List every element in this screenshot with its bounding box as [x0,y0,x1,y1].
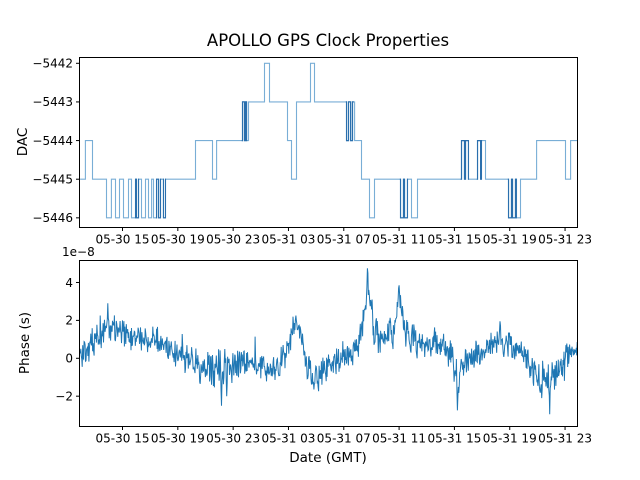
x-tick-label: 05-31 19 [483,233,537,247]
y-tick-label: 0 [65,352,73,366]
x-tick-label: 05-31 11 [372,233,426,247]
x-tick-label: 05-31 03 [261,233,315,247]
y-tick-label: −2 [55,389,73,403]
y-tick-label: −5445 [32,173,73,187]
x-tick-label: 05-31 15 [427,233,481,247]
dac-chart: 05-30 15 05-30 19 05-30 23 05-31 03 05-31 07… [32,57,592,247]
y-tick-label: −5443 [32,95,73,109]
x-tick-label: 05-31 07 [317,233,371,247]
y-tick-label: −5446 [32,211,73,225]
date-axis-label: Date (GMT) [289,450,367,466]
x-tick-label: 05-31 19 [483,432,537,446]
x-tick-label: 05-30 15 [96,233,150,247]
chart-title: APOLLO GPS Clock Properties [206,31,450,50]
x-tick-label: 05-30 23 [206,233,260,247]
x-tick-label: 05-30 23 [206,432,260,446]
y-tick-label: 2 [65,314,73,328]
dac-step-line-dense [134,62,517,219]
x-tick-label: 05-31 23 [538,233,592,247]
y-tick-label: 4 [65,276,73,290]
phase-line [79,268,578,415]
scale-offset-label: 1e−8 [62,245,95,259]
x-tick-label: 05-30 15 [96,432,150,446]
x-tick-label: 05-31 07 [317,432,371,446]
x-tick-label: 05-30 19 [151,233,205,247]
x-tick-label: 05-31 15 [427,432,481,446]
y-tick-label: −5442 [32,57,73,71]
x-tick-label: 05-31 11 [372,432,426,446]
y-tick-label: −5444 [32,134,73,148]
axes-frame [79,260,578,427]
x-tick-label: 05-30 19 [151,432,205,446]
phase-chart: 05-30 15 05-30 19 05-30 23 05-31 03 05-31 07… [55,260,592,446]
x-tick-label: 05-31 03 [261,432,315,446]
dac-step-line [80,62,578,219]
x-tick-label: 05-31 23 [538,432,592,446]
axes-frame [79,57,578,228]
